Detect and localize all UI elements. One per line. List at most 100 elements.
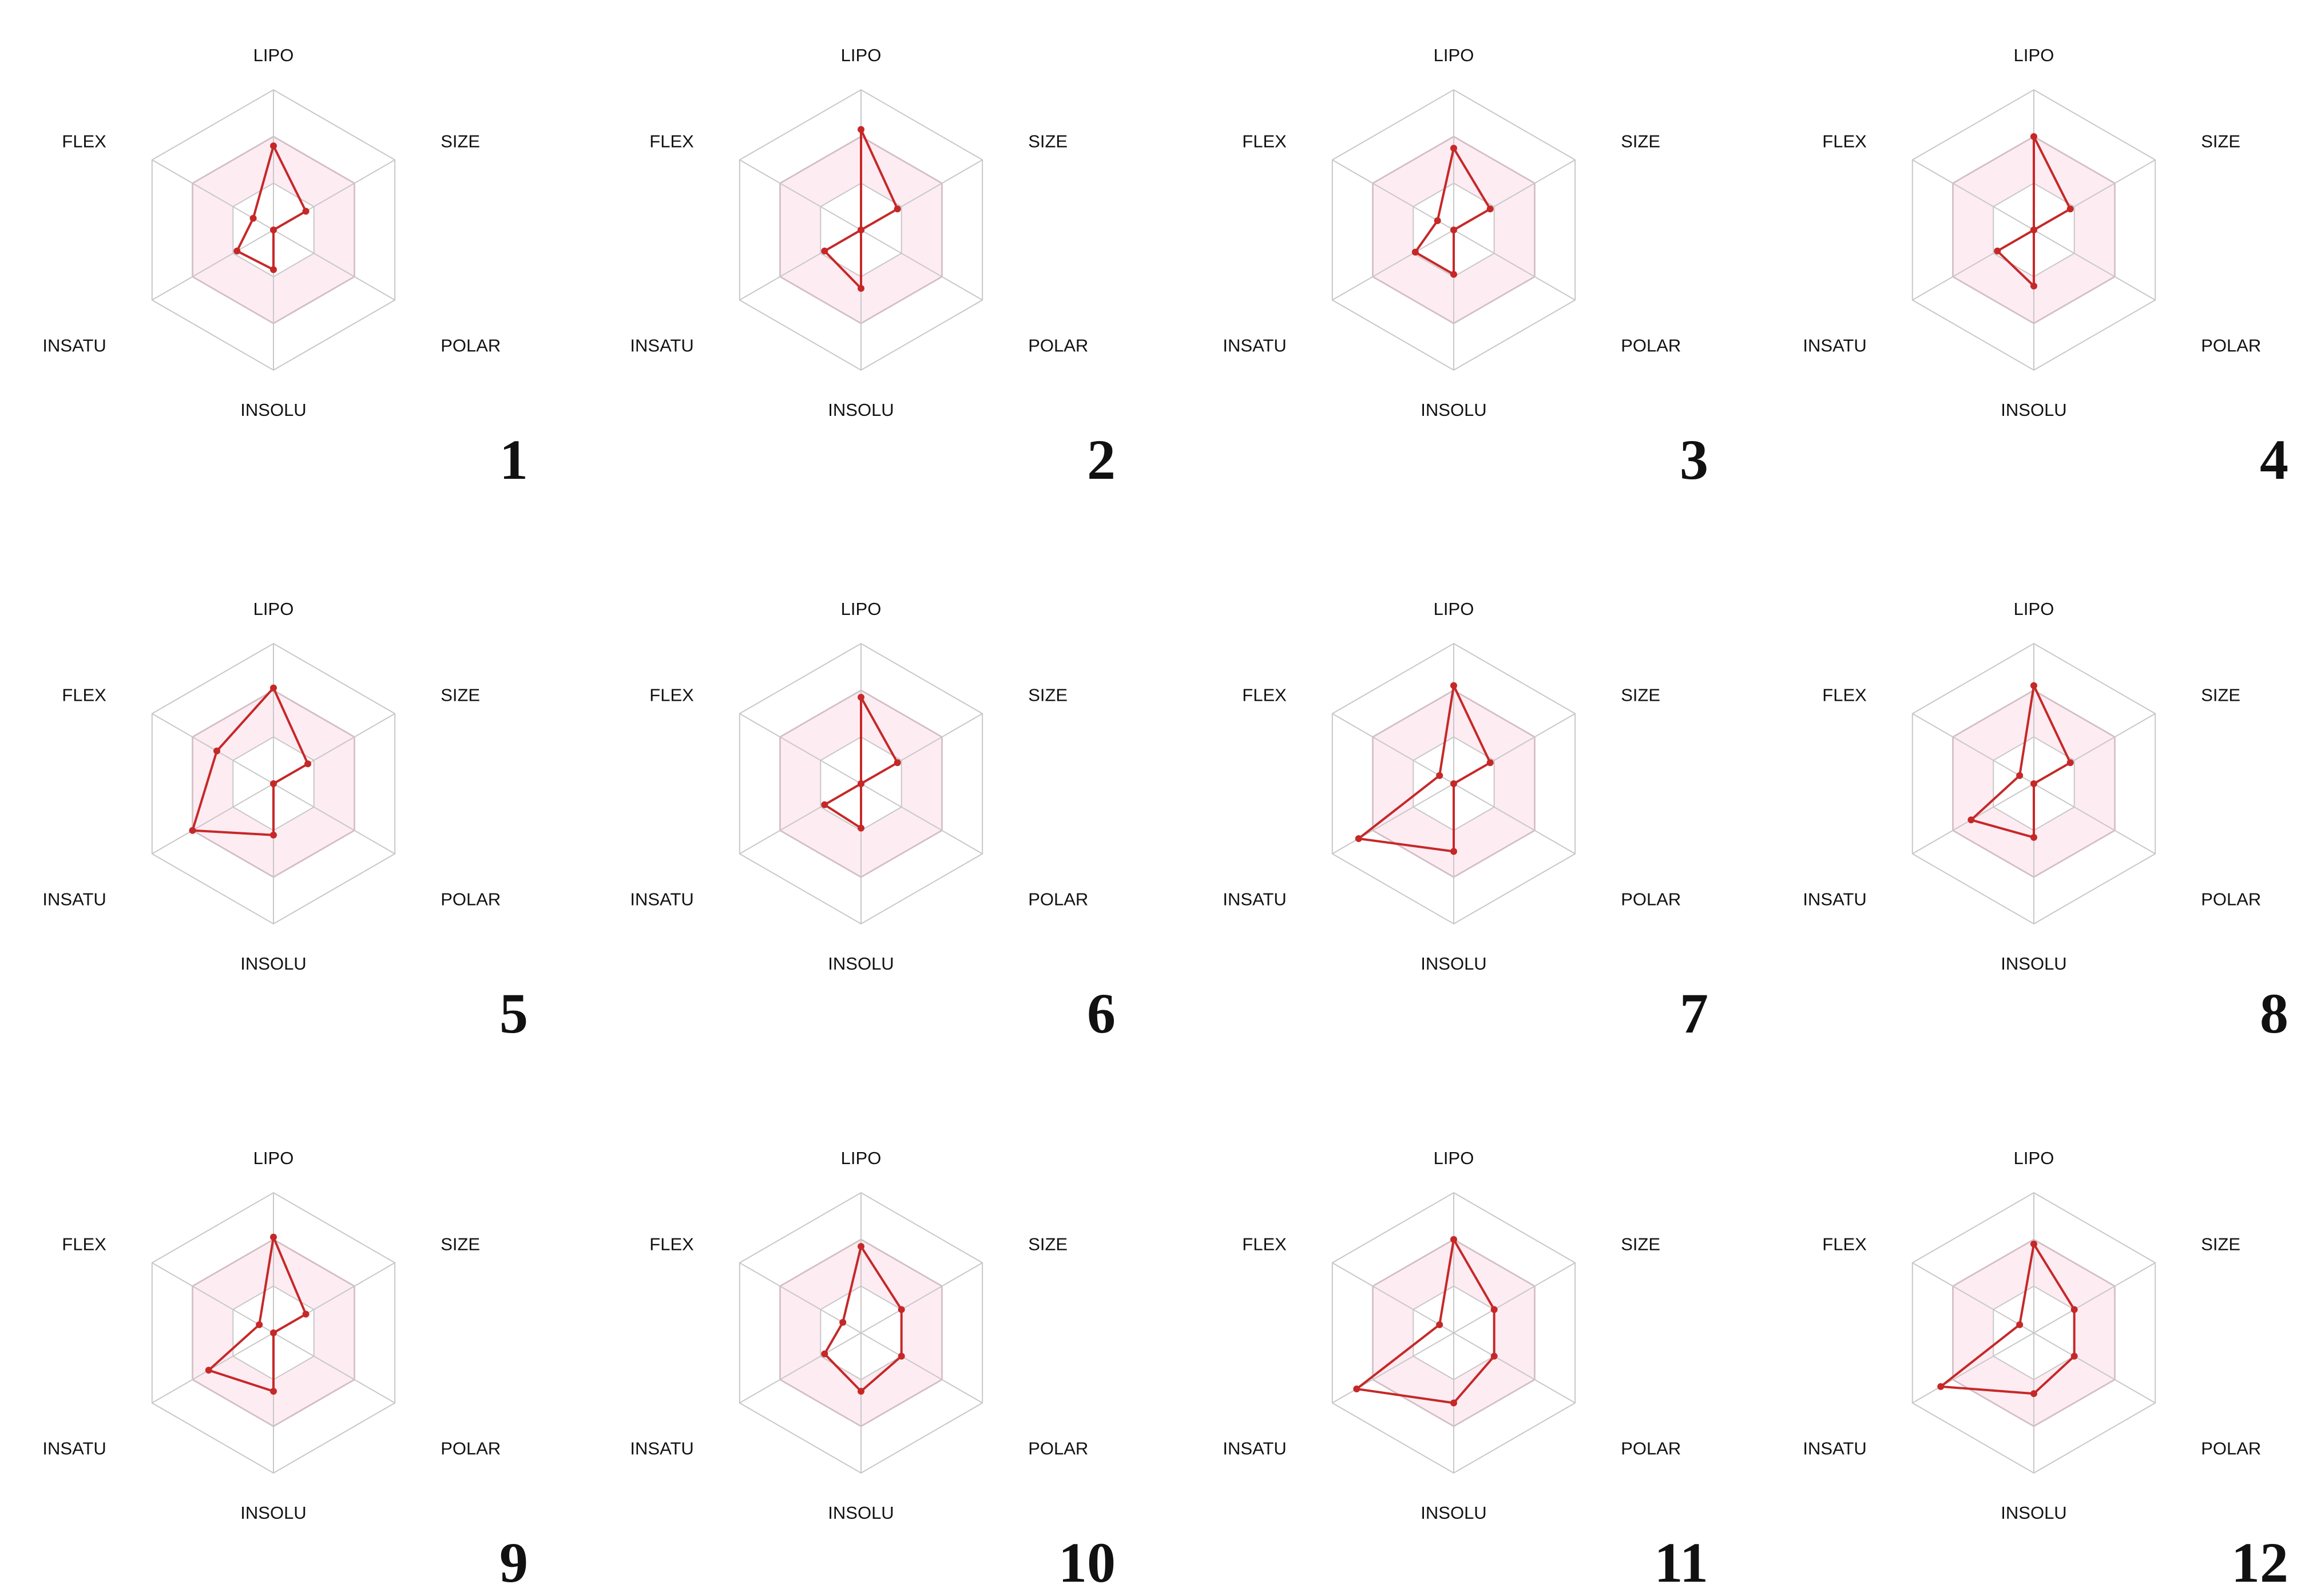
- axis-label-polar: POLAR: [1028, 1439, 1088, 1459]
- grid-spoke: [860, 783, 983, 855]
- axis-label-flex: FLEX: [1822, 1234, 1867, 1254]
- data-point-flex: [2016, 772, 2024, 779]
- grid-spoke: [152, 783, 274, 855]
- grid-spoke: [2033, 229, 2156, 301]
- axis-label-insolu: INSOLU: [2001, 1503, 2066, 1523]
- data-point-flex: [249, 215, 257, 222]
- data-point-lipo: [2030, 133, 2037, 140]
- axis-label-size: SIZE: [1028, 1234, 1068, 1254]
- grid-spoke: [2033, 1332, 2156, 1404]
- data-point-polar: [1450, 227, 1457, 233]
- grid-spoke: [1332, 713, 1454, 784]
- axis-label-polar: POLAR: [1028, 336, 1088, 356]
- panel-number: 2: [1087, 428, 1116, 491]
- radar-panel-9: LIPO SIZE POLAR INSOLU INSATU FLEX 9: [42, 1148, 528, 1594]
- axis-label-insatu: INSATU: [630, 336, 693, 356]
- panel-number: 8: [2260, 982, 2288, 1045]
- axis-label-polar: POLAR: [2201, 1439, 2261, 1459]
- axis-label-flex: FLEX: [62, 685, 106, 705]
- panel-number: 4: [2260, 428, 2288, 491]
- panel-number: 1: [499, 428, 528, 491]
- data-point-lipo: [1450, 1236, 1457, 1243]
- axis-label-lipo: LIPO: [2014, 45, 2054, 65]
- axis-label-lipo: LIPO: [841, 599, 882, 619]
- data-point-size: [304, 760, 312, 768]
- radar-panel-11: LIPO SIZE POLAR INSOLU INSATU FLEX 11: [1223, 1148, 1708, 1594]
- grid-spoke: [273, 783, 395, 855]
- axis-label-size: SIZE: [441, 132, 480, 152]
- data-point-flex: [858, 227, 864, 233]
- data-point-insatu: [1411, 248, 1419, 256]
- data-point-insatu: [1355, 835, 1362, 842]
- data-point-insolu: [1450, 1399, 1457, 1407]
- axis-label-flex: FLEX: [649, 1234, 694, 1254]
- axis-label-lipo: LIPO: [841, 1148, 882, 1168]
- grid-spoke: [273, 229, 395, 301]
- axis-label-size: SIZE: [1621, 1234, 1660, 1254]
- grid-spoke: [152, 229, 274, 301]
- panel-number: 7: [1680, 982, 1708, 1045]
- axis-label-insatu: INSATU: [630, 890, 693, 910]
- grid-spoke: [739, 713, 862, 784]
- data-point-size: [894, 759, 901, 767]
- radar-panel-1: LIPO SIZE POLAR INSOLU INSATU FLEX 1: [42, 45, 528, 491]
- data-point-lipo: [858, 126, 864, 133]
- axis-label-insolu: INSOLU: [2001, 400, 2066, 420]
- grid-spoke: [1912, 713, 2034, 784]
- axis-label-lipo: LIPO: [253, 45, 294, 65]
- axis-label-insolu: INSOLU: [240, 400, 306, 420]
- axis-label-polar: POLAR: [2201, 890, 2261, 910]
- axis-label-polar: POLAR: [441, 1439, 501, 1459]
- data-point-insatu: [1994, 247, 2001, 255]
- grid-spoke: [860, 1332, 983, 1404]
- grid-spoke: [273, 1332, 395, 1404]
- axis-label-size: SIZE: [2201, 685, 2240, 705]
- radar-panel-4: LIPO SIZE POLAR INSOLU INSATU FLEX 4: [1803, 45, 2288, 491]
- data-point-flex: [1436, 772, 1443, 779]
- radar-panel-6: LIPO SIZE POLAR INSOLU INSATU FLEX 6: [630, 599, 1116, 1045]
- axis-label-lipo: LIPO: [2014, 1148, 2054, 1168]
- data-point-insolu: [1450, 848, 1457, 855]
- radar-panel-10: LIPO SIZE POLAR INSOLU INSATU FLEX 10: [630, 1148, 1116, 1594]
- grid-spoke: [1332, 229, 1454, 301]
- grid-spoke: [1453, 1332, 1576, 1404]
- data-point-size: [302, 1311, 310, 1318]
- axis-label-insatu: INSATU: [1223, 1439, 1286, 1459]
- data-point-insolu: [270, 266, 277, 273]
- panel-number: 6: [1087, 982, 1116, 1045]
- data-point-polar: [2070, 1352, 2078, 1360]
- axis-label-polar: POLAR: [1621, 890, 1681, 910]
- data-point-insatu: [1967, 816, 1975, 824]
- panel-number: 12: [2231, 1531, 2288, 1594]
- data-point-polar: [270, 780, 277, 787]
- data-point-flex: [256, 1321, 263, 1328]
- data-point-insolu: [858, 1388, 864, 1395]
- data-point-flex: [2016, 1321, 2024, 1328]
- axis-label-lipo: LIPO: [1434, 599, 1474, 619]
- panel-number: 11: [1655, 1531, 1708, 1594]
- data-point-insolu: [2030, 833, 2037, 841]
- axis-label-insolu: INSOLU: [828, 1503, 894, 1523]
- data-point-insolu: [858, 824, 864, 832]
- data-point-insolu: [270, 1388, 277, 1395]
- data-point-flex: [1436, 1321, 1443, 1328]
- data-point-insatu: [233, 247, 241, 255]
- grid-spoke: [739, 1332, 862, 1404]
- axis-label-lipo: LIPO: [253, 1148, 294, 1168]
- data-point-lipo: [2030, 1240, 2037, 1248]
- grid-spoke: [1453, 229, 1576, 301]
- axis-label-size: SIZE: [2201, 132, 2240, 152]
- data-point-insolu: [270, 831, 277, 839]
- data-point-size: [1486, 205, 1494, 213]
- grid-spoke: [860, 229, 983, 301]
- radar-panel-8: LIPO SIZE POLAR INSOLU INSATU FLEX 8: [1803, 599, 2288, 1045]
- axis-label-lipo: LIPO: [2014, 599, 2054, 619]
- data-point-polar: [270, 1329, 277, 1336]
- axis-label-insolu: INSOLU: [240, 954, 306, 974]
- axis-label-flex: FLEX: [649, 685, 694, 705]
- axis-label-insatu: INSATU: [1803, 890, 1866, 910]
- axis-label-insolu: INSOLU: [1421, 954, 1486, 974]
- axis-label-lipo: LIPO: [253, 599, 294, 619]
- axis-label-flex: FLEX: [62, 132, 106, 152]
- grid-spoke: [1453, 1262, 1576, 1333]
